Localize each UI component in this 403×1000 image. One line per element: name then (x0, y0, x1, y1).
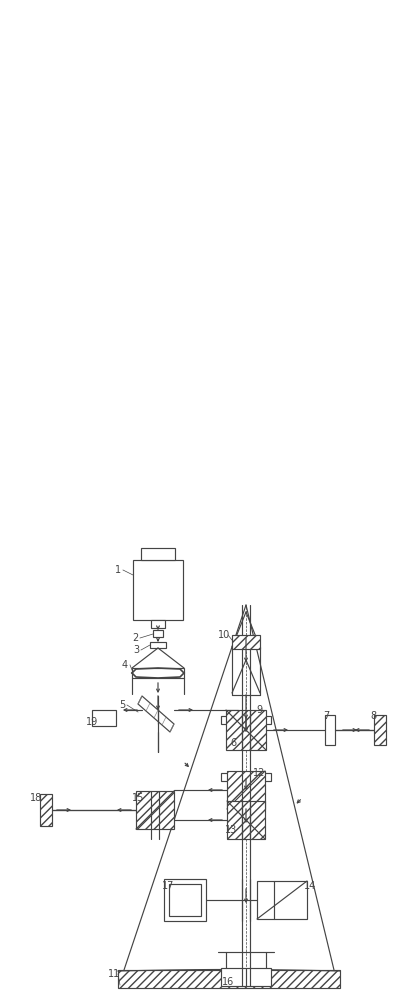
Text: 11: 11 (108, 969, 120, 979)
Bar (164, 879, 206, 921)
Bar (40, 794, 52, 826)
Bar (221, 716, 271, 724)
Text: 2: 2 (132, 633, 138, 643)
Text: 18: 18 (30, 793, 42, 803)
Bar (132, 668, 184, 678)
Bar (325, 715, 335, 745)
Text: 12: 12 (253, 768, 265, 778)
Text: 9: 9 (256, 705, 262, 715)
Bar (136, 791, 174, 829)
Text: 3: 3 (133, 645, 139, 655)
Text: 14: 14 (304, 881, 316, 891)
Bar (226, 710, 266, 750)
Text: 10: 10 (218, 630, 230, 640)
Bar (150, 642, 166, 648)
Bar (221, 968, 271, 986)
Bar (133, 560, 183, 620)
Text: 5: 5 (119, 700, 125, 710)
Bar (141, 548, 175, 560)
Bar (257, 881, 307, 919)
Bar (92, 710, 116, 726)
Text: 1: 1 (115, 565, 121, 575)
Text: 6: 6 (230, 738, 236, 748)
Bar (153, 630, 163, 637)
Text: 8: 8 (370, 711, 376, 721)
Text: 16: 16 (222, 977, 234, 987)
Text: 15: 15 (132, 793, 144, 803)
Bar (227, 801, 265, 839)
Bar (169, 884, 201, 916)
Text: 4: 4 (122, 660, 128, 670)
Text: 13: 13 (225, 825, 237, 835)
Bar (221, 773, 271, 781)
Bar (232, 635, 260, 649)
Polygon shape (138, 696, 174, 732)
Text: 19: 19 (86, 717, 98, 727)
Text: 7: 7 (323, 711, 329, 721)
Bar (374, 715, 386, 745)
Bar (118, 970, 340, 988)
Bar (227, 771, 265, 809)
Text: 17: 17 (162, 881, 174, 891)
Bar (151, 620, 165, 628)
